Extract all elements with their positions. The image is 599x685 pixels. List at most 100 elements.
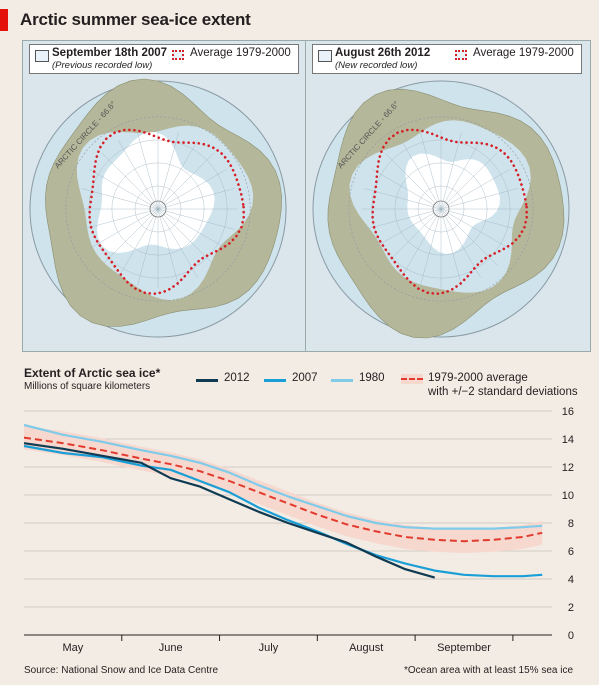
meridian-line [81, 208, 159, 230]
series-line-avg [23, 436, 543, 543]
meridian-line [372, 208, 442, 249]
legend-label-average: 1979-2000 average [428, 372, 528, 384]
sea-ice-shape [97, 132, 215, 253]
parallel-circle [417, 185, 465, 233]
arctic-map-2007: ARCTIC CIRCLE - 66.6° [23, 41, 307, 351]
meridian-line [440, 208, 462, 286]
map-panel-2012: ARCTIC CIRCLE - 66.6° August 26th 2012 (… [305, 40, 591, 352]
meridian-line [440, 169, 510, 210]
map-legend: August 26th 2012 (New recorded low) Aver… [312, 44, 582, 74]
x-tick-label: September [437, 642, 491, 654]
y-tick-label: 2 [568, 602, 574, 614]
average-extent-line [371, 128, 529, 296]
meridian-line [137, 132, 159, 210]
y-tick-label: 4 [568, 574, 574, 586]
y-tick-label: 0 [568, 630, 574, 642]
ice-swatch-icon [318, 50, 332, 62]
series-line-y2007 [23, 444, 543, 578]
meridian-line [157, 169, 227, 210]
average-swatch-icon [455, 50, 467, 60]
y-tick-label: 6 [568, 546, 574, 558]
x-tick-label: July [259, 642, 279, 654]
series-line-y2012 [23, 442, 436, 579]
arctic-circle-line [348, 116, 534, 302]
parallel-circle [371, 139, 511, 279]
deviation-band [24, 425, 543, 554]
meridian-line [157, 140, 198, 210]
meridian-line [101, 152, 159, 210]
meridian-line [157, 208, 227, 249]
meridian-line [157, 152, 215, 210]
legend-label-deviation: with +/−2 standard deviations [428, 386, 578, 398]
map-legend: September 18th 2007 (Previous recorded l… [29, 44, 299, 74]
meridian-line [420, 132, 442, 210]
meridian-line [440, 188, 518, 210]
meridian-line [157, 188, 235, 210]
x-tick-label: August [349, 642, 383, 654]
average-label: Average 1979-2000 [473, 47, 574, 59]
meridian-line [157, 132, 179, 210]
section-marker [0, 9, 8, 31]
meridian-line [440, 208, 510, 249]
legend-label-2012: 2012 [224, 372, 250, 384]
extent-line-chart: 0 2 4 6 8 10 12 14 16 May June July August September [23, 406, 574, 654]
pole-marker [149, 200, 167, 218]
legend-swatch-1980 [331, 379, 353, 382]
y-tick-label: 10 [562, 490, 574, 502]
source-note: Source: National Snow and Ice Data Centr… [24, 665, 218, 676]
map-date: September 18th 2007 [52, 47, 168, 59]
arctic-circle-line [65, 116, 251, 302]
meridian-line [372, 169, 442, 210]
average-extent-line [88, 128, 246, 296]
series-line-y1980 [23, 423, 543, 530]
meridian-line [157, 208, 215, 266]
y-tick-label: 12 [562, 462, 574, 474]
map-note: (New recorded low) [335, 60, 418, 71]
meridian-line [89, 208, 159, 249]
meridian-line [81, 188, 159, 210]
map-panel-2007: ARCTIC CIRCLE - 66.6° September 18th 200… [22, 40, 308, 352]
chart-y-unit: Millions of square kilometers [24, 381, 151, 392]
average-swatch-icon [172, 50, 184, 60]
meridian-line [401, 208, 442, 278]
ice-swatch-icon [35, 50, 49, 62]
legend-swatch-average [401, 378, 423, 380]
meridian-line [440, 132, 462, 210]
parallel-circle [88, 139, 228, 279]
pole-marker [432, 200, 450, 218]
parallel-circle [394, 162, 488, 256]
meridian-line [157, 208, 235, 230]
meridian-line [440, 208, 518, 230]
y-tick-label: 8 [568, 518, 574, 530]
legend-label-2007: 2007 [292, 372, 318, 384]
meridian-line [384, 208, 442, 266]
meridian-line [89, 169, 159, 210]
meridian-line [420, 208, 442, 286]
map-note: (Previous recorded low) [52, 60, 153, 71]
map-date: August 26th 2012 [335, 47, 431, 59]
footnote: *Ocean area with at least 15% sea ice [404, 665, 573, 676]
meridian-line [364, 188, 442, 210]
parallel-circle [111, 162, 205, 256]
meridian-line [137, 208, 159, 286]
meridian-line [440, 152, 498, 210]
chart-title: Extent of Arctic sea ice* [24, 366, 161, 380]
meridian-line [440, 140, 481, 210]
meridian-line [401, 140, 442, 210]
legend-swatch-2007 [264, 379, 286, 382]
meridian-line [440, 208, 498, 266]
meridian-line [384, 152, 442, 210]
y-tick-label: 14 [562, 434, 574, 446]
x-tick-label: June [159, 642, 183, 654]
meridian-line [364, 208, 442, 230]
meridian-line [101, 208, 159, 266]
page-title: Arctic summer sea-ice extent [20, 10, 251, 29]
arctic-map-2012: ARCTIC CIRCLE - 66.6° [306, 41, 590, 351]
meridian-line [118, 140, 159, 210]
parallel-circle [134, 185, 182, 233]
x-tick-label: May [62, 642, 83, 654]
legend-swatch-2012 [196, 379, 218, 382]
meridian-line [157, 208, 179, 286]
meridian-line [157, 208, 198, 278]
